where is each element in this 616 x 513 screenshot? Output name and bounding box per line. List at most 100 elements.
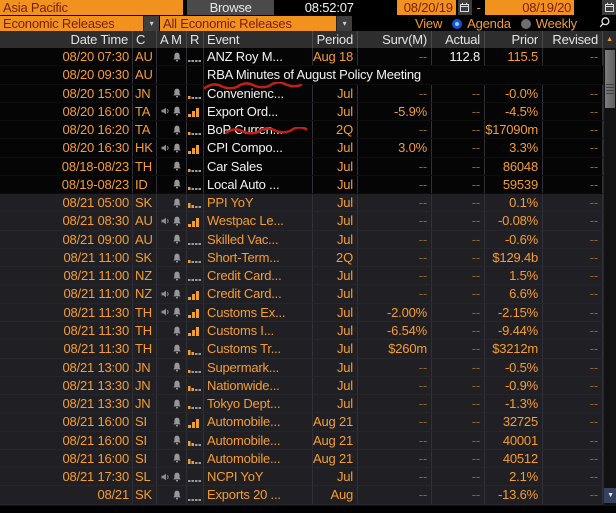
col-country[interactable]: C [133, 31, 157, 48]
col-alerts[interactable]: A M [157, 31, 187, 48]
chart-icon-cell[interactable] [187, 431, 204, 449]
table-row[interactable]: 08/21 13:00 JN Supermark... Jul -- -- -0.5% -- [0, 358, 603, 377]
agenda-radio-label[interactable]: Agenda [467, 16, 511, 31]
chart-icon-cell[interactable] [187, 449, 204, 468]
table-row[interactable]: 08/21 11:00 SK Short-Term... 2Q -- -- $129.4b -… [0, 248, 603, 268]
event-cell[interactable]: Convenienc... [204, 84, 313, 102]
col-period[interactable]: Period [313, 31, 358, 48]
chart-icon-cell[interactable] [187, 358, 204, 376]
table-row[interactable]: 08/21 SK Exports 20 ... Aug -- -- -13.6% -- [0, 486, 603, 505]
table-row[interactable]: 08/21 09:00 AU Skilled Vac... Jul -- -- -0.6% -… [0, 230, 603, 249]
event-cell[interactable]: Westpac Le... [204, 212, 313, 230]
event-cell[interactable]: Export Ord... [204, 102, 313, 121]
event-cell[interactable]: Customs Tr... [204, 340, 313, 358]
table-row[interactable]: 08/20 16:00 TA Export Ord... Jul -5.9% -- -4.5… [0, 102, 603, 121]
chart-icon-cell[interactable] [187, 84, 204, 102]
event-cell[interactable]: Automobile... [204, 431, 313, 449]
event-cell[interactable]: Credit Card... [204, 267, 313, 285]
table-row[interactable]: 08/19-08/23 ID Local Auto ... Jul -- -- 59539-… [0, 175, 603, 194]
chart-icon-cell[interactable] [187, 413, 204, 431]
chart-icon-cell[interactable] [187, 303, 204, 321]
calendar-icon[interactable] [602, 0, 616, 15]
table-row[interactable]: 08/21 11:00 NZ Credit Card... Jul -- -- 1.5% -- [0, 267, 603, 286]
event-cell[interactable]: NCPI YoY [204, 468, 313, 486]
chart-icon-cell[interactable] [187, 267, 204, 285]
chart-icon-cell[interactable] [187, 230, 204, 248]
chart-icon-cell[interactable] [187, 139, 204, 157]
event-cell[interactable]: Nationwide... [204, 376, 313, 395]
release-select[interactable]: All Economic Releases [160, 16, 336, 31]
table-row[interactable]: 08/20 07:30 AU ANZ Roy M... Aug 18 -- 112.8 11… [0, 48, 603, 66]
chart-icon-cell[interactable] [187, 376, 204, 395]
event-cell[interactable]: Customs Ex... [204, 303, 313, 321]
table-row[interactable]: 08/20 09:30 AU RBA Minutes of August Polic… [0, 66, 603, 84]
event-cell[interactable]: PPI YoY [204, 194, 313, 212]
scrollbar-thumb[interactable] [605, 50, 615, 108]
category-select[interactable]: Economic Releases [0, 16, 143, 31]
table-row[interactable]: 08/18-08/23 TH Car Sales Jul -- -- 86048 -- [0, 157, 603, 176]
chart-icon-cell[interactable] [187, 395, 204, 413]
event-cell[interactable]: Automobile... [204, 449, 313, 468]
event-cell[interactable]: Supermark... [204, 358, 313, 376]
browse-button[interactable]: Browse [187, 0, 274, 15]
search-icon[interactable] [598, 16, 611, 32]
event-cell[interactable]: Exports 20 ... [204, 486, 313, 504]
weekly-radio-label[interactable]: Weekly [535, 16, 577, 31]
chart-icon-cell[interactable] [187, 248, 204, 267]
event-cell[interactable]: Credit Card... [204, 285, 313, 303]
region-field[interactable]: Asia Pacific [0, 0, 184, 15]
table-row[interactable]: 08/21 05:00 SK PPI YoY Jul -- -- 0.1% -- [0, 194, 603, 213]
table-row[interactable]: 08/20 16:30 HK CPI Compo... Jul 3.0% -- 3.3% -- [0, 139, 603, 157]
event-cell[interactable]: CPI Compo... [204, 139, 313, 157]
date-from-input[interactable]: 08/20/19 [396, 0, 456, 15]
table-row[interactable]: 08/21 13:30 JN Nationwide... Jul -- -- -0.9% -- [0, 376, 603, 396]
table-row[interactable]: 08/21 16:00 SI Automobile... Aug 21 -- -- 4000… [0, 431, 603, 450]
chart-icon-cell[interactable] [187, 175, 204, 194]
col-survey[interactable]: Surv(M) [358, 31, 432, 48]
chart-icon-cell[interactable] [187, 157, 204, 175]
col-actual[interactable]: Actual [432, 31, 485, 48]
chart-icon-cell[interactable] [187, 48, 204, 66]
chart-icon-cell[interactable] [187, 285, 204, 303]
scroll-down-arrow[interactable]: ▼ [604, 488, 616, 503]
table-row[interactable]: 08/21 16:00 SI Automobile... Aug 21 -- -- 4051… [0, 449, 603, 469]
table-row[interactable]: 08/21 11:00 NZ Credit Card... Jul -- -- 6.6% -- [0, 285, 603, 304]
calendar-icon[interactable] [457, 0, 472, 15]
chevron-down-icon[interactable]: ▾ [336, 16, 352, 31]
event-cell[interactable]: ANZ Roy M... [204, 48, 313, 66]
table-row[interactable]: 08/21 08:30 AU Westpac Le... Jul -- -- -0.08% -… [0, 212, 603, 231]
chart-icon-cell[interactable] [187, 194, 204, 212]
chart-icon-cell[interactable] [187, 468, 204, 486]
event-cell[interactable]: Local Auto ... [204, 175, 313, 194]
col-related[interactable]: R [187, 31, 204, 48]
chart-icon-cell[interactable] [187, 340, 204, 358]
chevron-down-icon[interactable]: ▾ [143, 16, 159, 31]
chart-icon-cell[interactable] [187, 321, 204, 340]
chart-icon-cell[interactable] [187, 486, 204, 504]
table-row[interactable]: 08/21 11:30 TH Customs Tr... Jul $260m -- $321… [0, 340, 603, 359]
event-cell[interactable]: Short-Term... [204, 248, 313, 267]
col-prior[interactable]: Prior [485, 31, 543, 48]
table-row[interactable]: 08/21 17:30 SL NCPI YoY Jul -- -- 2.1% -- [0, 468, 603, 487]
table-row[interactable]: 08/21 16:00 SI Automobile... Aug 21 -- -- 3272… [0, 413, 603, 432]
event-cell[interactable]: BoP Curren... [204, 121, 313, 139]
chart-icon-cell[interactable] [187, 212, 204, 230]
table-row[interactable]: 08/20 15:00 JN Convenienc... Jul -- -- -0.0% -- [0, 84, 603, 103]
date-to-input[interactable]: 08/19/20 [485, 0, 575, 15]
chart-icon-cell[interactable] [187, 121, 204, 139]
event-cell[interactable]: Car Sales [204, 157, 313, 175]
col-revised[interactable]: Revised [543, 31, 603, 48]
event-cell[interactable]: Customs I... [204, 321, 313, 340]
weekly-radio[interactable] [520, 18, 531, 29]
table-row[interactable]: 08/21 11:30 TH Customs Ex... Jul -2.00% -- -2.… [0, 303, 603, 322]
event-cell[interactable]: Skilled Vac... [204, 230, 313, 248]
table-row[interactable]: 08/21 11:30 TH Customs I... Jul -6.54% -- -9.4… [0, 321, 603, 341]
event-cell[interactable]: Tokyo Dept... [204, 395, 313, 413]
table-row[interactable]: 08/20 16:20 TA BoP Curren... 2Q -- -- $17090m -… [0, 121, 603, 139]
scrollbar[interactable]: ▼ [603, 48, 616, 505]
col-event[interactable]: Event [204, 31, 313, 48]
agenda-radio[interactable] [452, 18, 463, 29]
chart-icon-cell[interactable] [187, 102, 204, 121]
event-cell[interactable]: RBA Minutes of August Policy Meeting [207, 67, 421, 83]
scroll-up-arrow[interactable]: ▲ [603, 31, 616, 48]
